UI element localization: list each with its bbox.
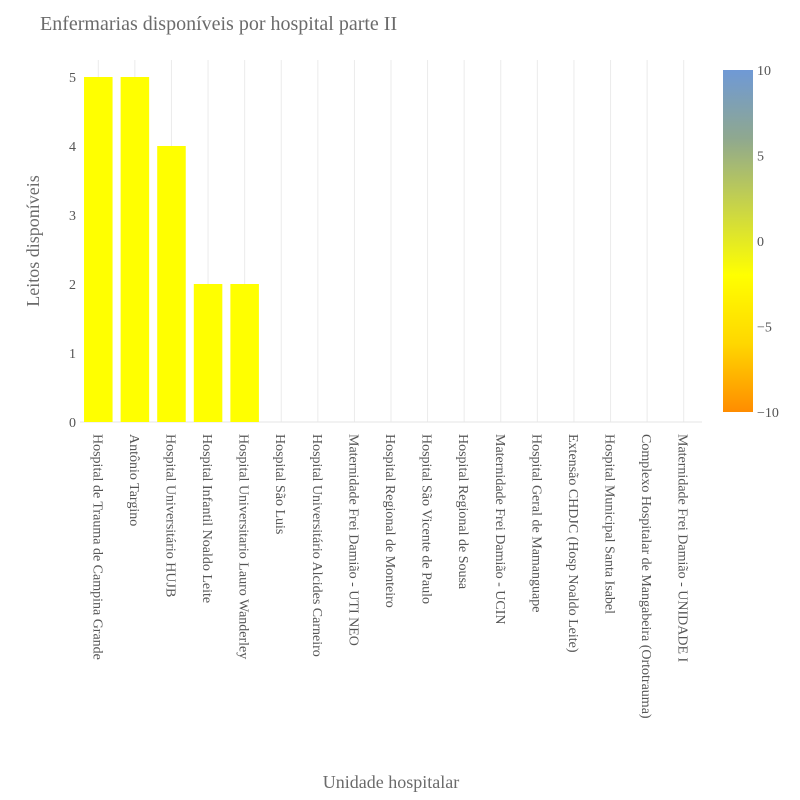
y-tick-label: 5 (69, 71, 76, 86)
x-tick-label: Hospital Universitário HUJB (162, 434, 177, 597)
x-tick-label: Antônio Targino (126, 434, 141, 526)
x-tick-label: Maternidade Frei Damião - UTI NEO (345, 434, 360, 646)
x-tick-label: Extensão CHDJC (Hosp Noaldo Leite) (565, 434, 580, 653)
x-tick-label: Hospital Geral de Mamanguape (528, 434, 543, 612)
x-tick-label: Hospital Municipal Santa Isabel (602, 434, 617, 614)
y-tick-label: 1 (69, 347, 76, 362)
x-tick-label: Maternidade Frei Damião - UNIDADE I (675, 434, 690, 663)
colorbar-tick-label: 10 (757, 64, 771, 79)
x-tick-label: Hospital São Luis (272, 434, 287, 534)
x-tick-label: Hospital Universitario Lauro Wanderley (236, 434, 251, 659)
x-tick-label: Hospital Regional de Sousa (455, 434, 470, 590)
bars (84, 77, 259, 422)
colorbar-tick-label: 0 (757, 235, 764, 250)
colorbar: 10 5 0 −5 −10 (723, 64, 779, 421)
x-tick-label: Complexo Hospitalar de Mangabeira (Ortot… (638, 434, 653, 719)
x-tick-label: Hospital de Trauma de Campina Grande (89, 434, 104, 660)
x-tick-label: Hospital Regional de Monteiro (382, 434, 397, 608)
bar (84, 77, 113, 422)
gridlines (80, 60, 702, 423)
y-axis-label: Leitos disponíveis (23, 175, 43, 307)
bar (120, 77, 150, 422)
y-tick-label: 0 (69, 416, 76, 431)
y-axis-ticks: 0 1 2 3 4 5 (69, 71, 76, 431)
x-tick-label: Hospital São Vicente de Paulo (419, 434, 434, 604)
x-axis-ticks: Hospital de Trauma de Campina Grande Antô… (89, 434, 689, 719)
x-tick-label: Hospital Infantil Noaldo Leite (199, 434, 214, 603)
colorbar-gradient (723, 70, 753, 412)
colorbar-tick-label: 5 (757, 150, 764, 165)
x-axis-label: Unidade hospitalar (323, 772, 459, 792)
bar (157, 146, 186, 422)
x-tick-label: Hospital Universitário Alcides Carneiro (309, 434, 324, 657)
colorbar-tick-label: −10 (757, 406, 779, 421)
x-tick-label: Maternidade Frei Damião - UCIN (492, 434, 507, 625)
y-tick-label: 3 (69, 209, 76, 224)
y-tick-label: 4 (69, 140, 76, 155)
colorbar-tick-label: −5 (757, 321, 772, 336)
chart-title: Enfermarias disponíveis por hospital par… (40, 13, 397, 35)
colorbar-ticks: 10 5 0 −5 −10 (757, 64, 779, 421)
bar (230, 284, 259, 422)
y-tick-label: 2 (69, 278, 76, 293)
bar (193, 284, 223, 422)
